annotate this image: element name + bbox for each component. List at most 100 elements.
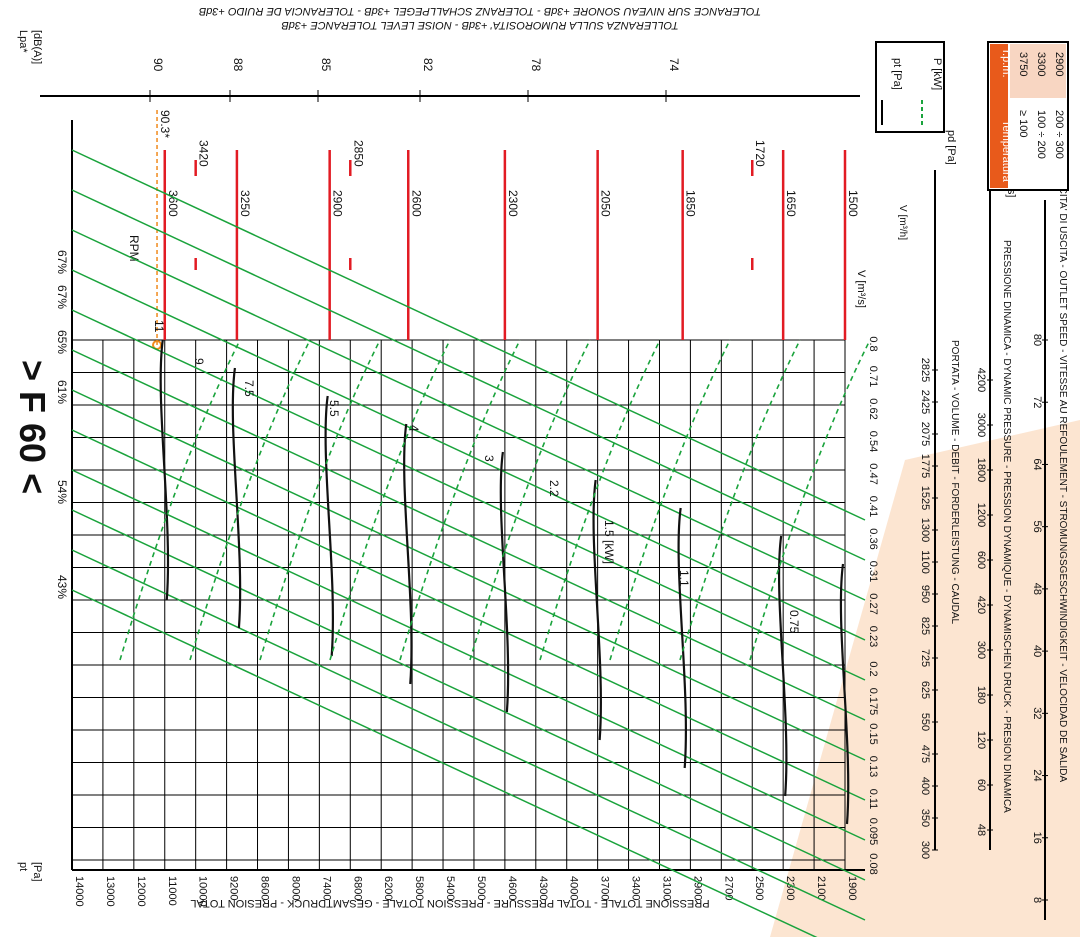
velocity-tick-label: 64 (1031, 458, 1043, 470)
efficiency-label: 61% (55, 380, 69, 404)
m3h-tick-label: 475 (919, 745, 931, 763)
pt-tick-label: 10000 (197, 876, 209, 907)
temp-row1-range: ≥ 100 (1017, 110, 1029, 137)
pd-tick-label: 180 (975, 686, 987, 704)
power-label: 0.75 (787, 610, 801, 634)
rpm-value-label: 2050 (599, 190, 613, 217)
efficiency-line (71, 509, 866, 881)
pt-tick-label: 8000 (289, 876, 301, 900)
efficiency-label: 67% (55, 250, 69, 274)
velocity-axis-title: VELOCITA' DI USCITA - OUTLET SPEED - VIT… (1057, 160, 1068, 783)
flow-tick-label: 0.31 (867, 561, 879, 582)
temp-header-2: r.p.m. (1000, 50, 1012, 78)
power-label: 5.5 (327, 400, 341, 417)
temp-row2-range: 100 ÷ 200 (1035, 110, 1047, 159)
power-label: 11 (152, 320, 166, 333)
noise-tick-label: 88 (231, 58, 245, 72)
fan-curve (159, 339, 170, 601)
power-label: 4 (407, 425, 421, 432)
velocity-tick-label: 32 (1031, 707, 1043, 719)
rpm-value-label: 1500 (846, 190, 860, 217)
pt-tick-labels: 1900210023002500270029003100340037004000… (73, 876, 858, 907)
noise-tick-label: 74 (667, 58, 681, 72)
efficiency-line (71, 309, 866, 681)
legend-p-label: P [kW] (931, 58, 943, 90)
velocity-tick-label: 24 (1031, 769, 1043, 781)
noise-tick-label: 85 (319, 58, 333, 72)
top-title-line1: TOLERANCE SUR NIVEAU SONORE +3dB - TOLER… (199, 5, 761, 17)
pt-tick-label: 13000 (104, 876, 116, 907)
flow-tick-label: 0.15 (867, 723, 879, 744)
temperature-table-rpm-bg (1010, 44, 1066, 98)
noise-tick-label: 82 (421, 58, 435, 72)
pt-axis-title: PRESSIONE TOTALE - TOTAL PRESSURE - PRES… (190, 897, 709, 909)
pd-axis-title: PRESSIONE DINAMICA - DYNAMIC PRESSURE - … (1001, 240, 1012, 813)
pd-axis-label: pd [Pa] (945, 130, 957, 165)
m3h-tick-label: 1525 (919, 486, 931, 510)
flow-tick-label: 0.41 (867, 496, 879, 517)
plot-area: 0.08 0.095 0.11 0.13 0.15 0.175 0.2 0.23 0.27 0.3… (17, 30, 1068, 937)
flow-tick-label: 0.8 (867, 336, 879, 351)
pt-tick-label: 4300 (537, 876, 549, 900)
pt-tick-label: 1900 (846, 876, 858, 900)
pt-tick-label: 3400 (630, 876, 642, 900)
efficiency-line (71, 589, 818, 937)
rpm-value-label: 1850 (684, 190, 698, 217)
velocity-tick-label: 80 (1031, 334, 1043, 346)
fan-curve (231, 367, 242, 629)
fan-curve (499, 451, 510, 713)
m3h-tick-label: 350 (919, 809, 931, 827)
pt-tick-label: 4000 (568, 876, 580, 900)
rpm-value-label: 3600 (166, 190, 180, 217)
pt-tick-label: 2500 (753, 876, 765, 900)
m3h-tick-label: 1775 (919, 454, 931, 478)
power-label: 1.5 [kW] (602, 520, 616, 564)
pt-tick-label: 5800 (413, 876, 425, 900)
noise-tick-label: 78 (529, 58, 543, 72)
m3h-tick-label: 725 (919, 649, 931, 667)
m3h-tick-label: 2075 (919, 422, 931, 446)
efficiency-line (71, 549, 866, 921)
flow-tick-label: 0.095 (867, 818, 879, 846)
efficiency-line (71, 269, 866, 641)
efficiency-line (71, 229, 866, 601)
power-label: 7.5 (242, 380, 256, 397)
flow-tick-label: 0.175 (867, 688, 879, 716)
velocity-tick-label: 16 (1031, 832, 1043, 844)
velocity-tick-label: 56 (1031, 521, 1043, 533)
rpm-value-label: 2900 (331, 190, 345, 217)
pt-tick-label: 3700 (599, 876, 611, 900)
pt-axis-label: pt (17, 862, 29, 871)
efficiency-line (71, 429, 866, 801)
m3h-tick-label: 2825 (919, 358, 931, 382)
power-curve (259, 339, 381, 661)
power-curve (399, 339, 521, 661)
m3h-tick-label: 825 (919, 617, 931, 635)
pt-tick-label: 5400 (444, 876, 456, 900)
efficiency-label: 67% (55, 285, 69, 309)
temperature-table-header-bg (990, 44, 1008, 188)
m3h-tick-label: 1300 (919, 518, 931, 542)
fan-curve (324, 395, 334, 657)
rpm-value-label: 2600 (409, 190, 423, 217)
flow-tick-label: 0.27 (867, 593, 879, 614)
efficiency-label: 65% (55, 330, 69, 354)
efficiency-line (71, 469, 866, 841)
power-curve (119, 339, 241, 661)
m3h-tick-label: 550 (919, 713, 931, 731)
fan-curve (403, 423, 413, 685)
model-label: > F 60 < (12, 360, 53, 494)
legend: pt [Pa] P [kW] (875, 41, 945, 133)
rpm-value-label: 3250 (238, 190, 252, 217)
m3h-tick-label: 625 (919, 681, 931, 699)
m3h-axis-title: PORTATA - VOLUME - DEBIT - FORDERLEISTUN… (949, 340, 960, 625)
flow-tick-label: 0.54 (867, 431, 879, 452)
fan-curve (777, 535, 788, 797)
power-curve (329, 339, 451, 661)
flow-tick-label: 0.2 (867, 661, 879, 676)
pt-tick-label: 9200 (228, 876, 240, 900)
noise-axis-label: Lpa* (17, 30, 29, 53)
pd-tick-label: 4200 (975, 368, 987, 392)
pd-tick-label: 420 (975, 596, 987, 614)
pt-tick-label: 7400 (320, 876, 332, 900)
